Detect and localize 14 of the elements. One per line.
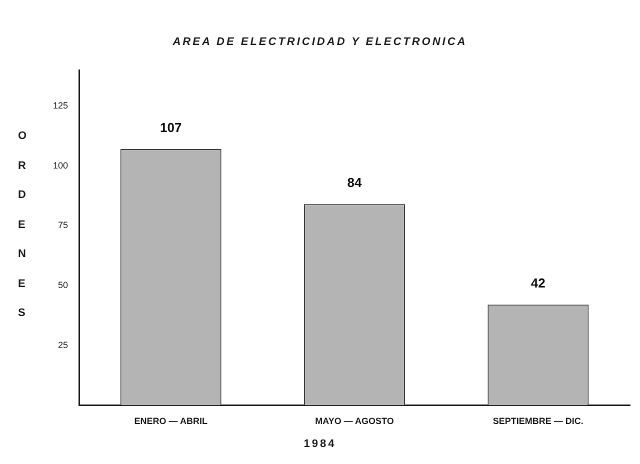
y-tick-label: 100: [52, 160, 68, 170]
y-tick-label: 125: [52, 100, 68, 110]
x-tick-label: ENERO — ABRIL: [134, 416, 208, 426]
text: ORDENES: [18, 130, 27, 319]
chart-title: AREA DE ELECTRICIDAD Y ELECTRONICA: [172, 36, 468, 48]
y-tick-label: 25: [58, 340, 68, 350]
data-label: 107: [160, 120, 182, 136]
y-tick-label: 50: [58, 280, 68, 290]
data-label: 84: [347, 175, 363, 190]
x-axis-title: 1984: [302, 438, 338, 450]
data-label: 42: [530, 276, 546, 291]
y-tick-label: 75: [58, 220, 68, 230]
x-tick-label: SEPTIEMBRE — DIC.: [492, 416, 584, 426]
x-tick-label: MAYO — AGOSTO: [315, 416, 394, 426]
